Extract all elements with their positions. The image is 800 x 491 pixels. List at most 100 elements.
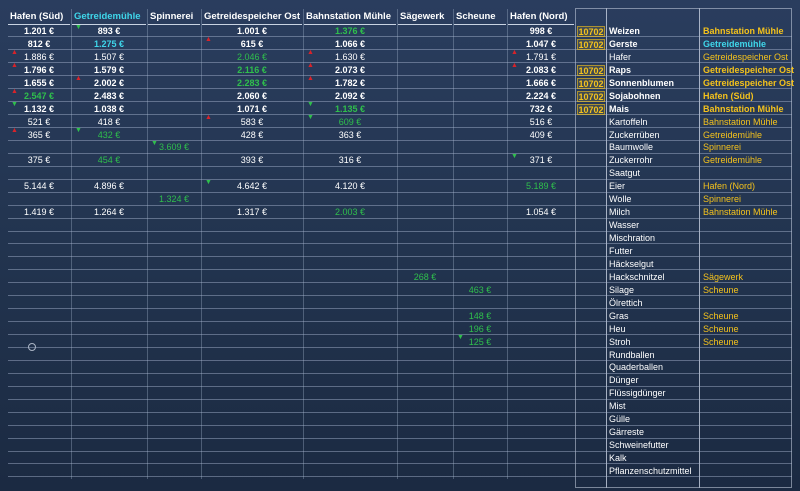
table-row [8, 413, 792, 426]
table-row [8, 257, 792, 271]
price-cell: 521 € [27, 116, 51, 127]
product-name: Sojabohnen [609, 90, 661, 101]
price-cell: 2.060 € [236, 90, 268, 101]
price-cell: 4.642 € [236, 181, 268, 192]
price-cell: 1.317 € [236, 207, 268, 218]
best-station: Getreidespeicher Ost [703, 64, 795, 75]
column-header: Hafen (Nord) [508, 9, 574, 25]
best-station: Getreidemühle [703, 155, 763, 166]
price-cell: 2.083 € [525, 64, 557, 75]
price-cell: 583 € [240, 116, 264, 127]
product-name: Gülle [609, 414, 631, 425]
price-cell: 1.666 € [525, 77, 557, 88]
product-name: Hackschnitzel [609, 271, 665, 282]
product-name: Gärreste [609, 427, 645, 438]
product-name: Dünger [609, 375, 639, 386]
price-cell: 125 € [468, 336, 492, 347]
product-name: Baumwolle [609, 142, 654, 153]
column-header: Scheune [454, 9, 506, 25]
product-name: Sonnenblumen [609, 77, 674, 88]
table-row [8, 50, 792, 64]
trend-arrow: ▲ [307, 75, 314, 83]
table-row [8, 400, 792, 413]
amount-cell: 10702 [577, 77, 605, 89]
cursor [28, 343, 36, 351]
product-name: Kalk [609, 453, 627, 464]
table-row [8, 102, 792, 116]
table-row [8, 232, 792, 245]
best-station: Spinnerei [703, 142, 742, 153]
table-row [8, 387, 792, 400]
product-name: Milch [609, 207, 631, 218]
table-row [8, 348, 792, 361]
trend-arrow: ▲ [307, 62, 314, 70]
best-station: Scheune [703, 284, 739, 295]
column-header: Bahnstation Mühle [304, 9, 396, 25]
column-divider [303, 9, 304, 479]
product-name: Ölrettich [609, 297, 643, 308]
table-row [8, 115, 792, 129]
product-name: Raps [609, 64, 632, 75]
best-station: Getreidemühle [703, 38, 767, 49]
price-cell: 1.054 € [525, 207, 557, 218]
price-cell: 1.135 € [334, 103, 366, 114]
trend-arrow: ▲ [75, 75, 82, 83]
product-name: Zuckerrüben [609, 129, 660, 140]
price-cell: 375 € [27, 155, 51, 166]
price-cell: 1.201 € [23, 26, 55, 36]
table-row [8, 283, 792, 297]
amount-cell: 10702 [577, 64, 605, 76]
product-name: Flüssigdünger [609, 388, 666, 399]
column-divider [147, 9, 148, 479]
price-cell: 812 € [27, 38, 51, 49]
product-name: Weizen [609, 26, 640, 36]
price-cell: 409 € [529, 129, 553, 140]
price-cell: 1.419 € [23, 207, 55, 218]
price-cell: 432 € [97, 129, 121, 140]
price-cell: 732 € [529, 103, 553, 114]
trend-arrow: ▼ [75, 127, 82, 135]
column-header: Getreidemühle [72, 9, 146, 25]
best-station: Scheune [703, 323, 739, 334]
product-name: Kartoffeln [609, 116, 648, 127]
best-station: Bahnstation Mühle [703, 116, 778, 127]
product-name: Gras [609, 310, 629, 321]
column-divider [507, 9, 508, 479]
price-cell: 316 € [338, 155, 362, 166]
column-divider [71, 9, 72, 479]
table-row [8, 167, 792, 180]
price-cell: 1.066 € [334, 38, 366, 49]
price-cell: 1.507 € [93, 51, 125, 62]
product-name: Futter [609, 245, 633, 256]
trend-arrow: ▲ [11, 49, 18, 57]
best-station: Spinnerei [703, 194, 742, 205]
table-row [8, 63, 792, 77]
price-cell: 1.264 € [93, 207, 125, 218]
table-row [8, 309, 792, 323]
trend-arrow: ▲ [511, 49, 518, 57]
product-name: Silage [609, 284, 635, 295]
price-cell: 371 € [529, 155, 553, 166]
column-header: Getreidespeicher Ost [202, 9, 302, 25]
price-cell: 1.655 € [23, 77, 55, 88]
table-row [8, 25, 792, 38]
price-cell: 365 € [27, 129, 51, 140]
price-cell: 268 € [413, 271, 437, 282]
price-cell: 2.224 € [525, 90, 557, 101]
price-cell: 363 € [338, 129, 362, 140]
trend-arrow: ▼ [151, 139, 158, 147]
price-cell: 2.003 € [334, 207, 366, 218]
price-cell: 418 € [97, 116, 121, 127]
trend-arrow: ▼ [307, 101, 314, 109]
price-cell: 516 € [529, 116, 553, 127]
price-cell: 1.376 € [334, 26, 366, 36]
table-row [8, 37, 792, 51]
table-row [8, 335, 792, 348]
table-row [8, 452, 792, 465]
table-row [8, 180, 792, 193]
price-cell: 148 € [468, 310, 492, 321]
price-cell: 1.324 € [158, 194, 190, 205]
best-station: Getreidemühle [703, 129, 763, 140]
price-cell: 393 € [240, 155, 264, 166]
column-header: Sägewerk [398, 9, 452, 25]
